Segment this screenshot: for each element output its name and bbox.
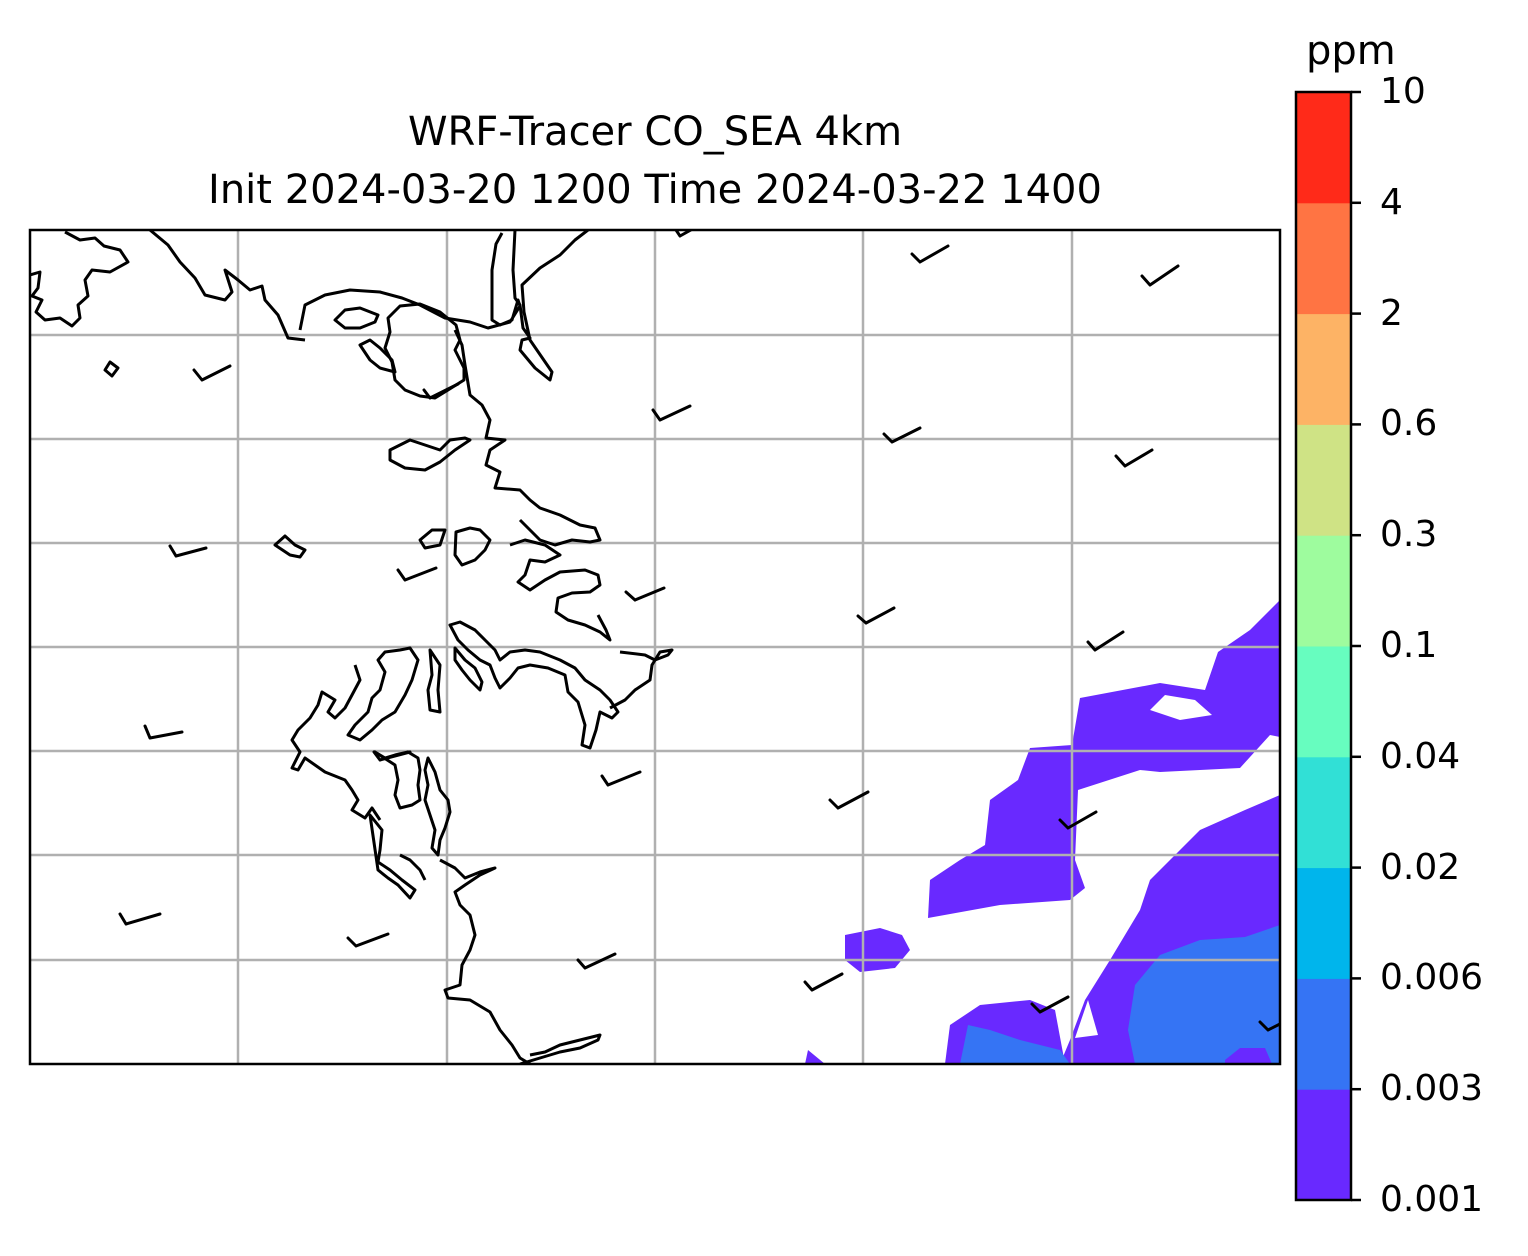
wind-barb bbox=[624, 586, 666, 602]
colorbar-segment bbox=[1296, 1089, 1351, 1201]
wind-barb bbox=[1140, 264, 1180, 287]
colorbar-tick-label: 2 bbox=[1380, 292, 1403, 334]
colorbar-segment bbox=[1296, 978, 1351, 1090]
wind-barb bbox=[346, 932, 390, 948]
colorbar-segment bbox=[1296, 424, 1351, 536]
wind-barb bbox=[192, 364, 232, 382]
wind-barb bbox=[1086, 630, 1125, 652]
colorbar-tick-label: 0.3 bbox=[1380, 514, 1438, 556]
colorbar-segment bbox=[1296, 756, 1351, 869]
wind-barb bbox=[1114, 448, 1154, 468]
colorbar-segment bbox=[1296, 202, 1351, 315]
colorbar-tick-label: 0.04 bbox=[1380, 735, 1461, 777]
wind-barb bbox=[882, 426, 922, 444]
colorbar-tick-label: 0.02 bbox=[1380, 846, 1461, 888]
colorbar-segment bbox=[1296, 646, 1351, 758]
wind-barb bbox=[422, 382, 460, 400]
colorbar-tick-label: 0.001 bbox=[1380, 1179, 1484, 1220]
colorbar bbox=[1294, 90, 1361, 1202]
wind-barb bbox=[168, 544, 208, 558]
wind-barb bbox=[600, 770, 642, 787]
map-frame bbox=[28, 228, 1282, 1066]
wind-barb bbox=[372, 750, 412, 762]
wind-barb bbox=[576, 952, 617, 970]
wind-barb bbox=[1258, 1020, 1280, 1032]
colorbar-tick-label: 0.003 bbox=[1380, 1068, 1484, 1110]
coastline bbox=[30, 230, 674, 1064]
wind-barb bbox=[1058, 810, 1098, 830]
wind-barbs bbox=[118, 230, 1280, 1032]
colorbar-segment bbox=[1296, 867, 1351, 979]
map-title-line2: Init 2024-03-20 1200 Time 2024-03-22 140… bbox=[208, 167, 1102, 213]
wind-barb bbox=[828, 790, 870, 810]
colorbar-tick-label: 0.6 bbox=[1380, 403, 1438, 445]
wind-barb bbox=[1030, 995, 1070, 1014]
wind-barb bbox=[910, 244, 950, 264]
map-title-line1: WRF-Tracer CO_SEA 4km bbox=[407, 109, 903, 155]
colorbar-tick-label: 4 bbox=[1380, 181, 1403, 223]
colorbar-tick-label: 0.1 bbox=[1380, 625, 1438, 666]
map-gridlines bbox=[30, 230, 1280, 1064]
colorbar-unit-label: ppm bbox=[1306, 28, 1396, 74]
colorbar-tick-label: 10 bbox=[1380, 71, 1426, 112]
wind-barb bbox=[651, 404, 692, 422]
wind-barb bbox=[143, 724, 184, 740]
colorbar-segment bbox=[1296, 92, 1351, 204]
colorbar-tick-label: 0.006 bbox=[1380, 957, 1484, 999]
colorbar-segment bbox=[1296, 313, 1351, 425]
wind-barb bbox=[118, 912, 162, 926]
wind-barb bbox=[396, 566, 438, 582]
colorbar-segment bbox=[1296, 535, 1351, 647]
wind-barb bbox=[803, 972, 844, 992]
wind-barb bbox=[856, 606, 896, 625]
